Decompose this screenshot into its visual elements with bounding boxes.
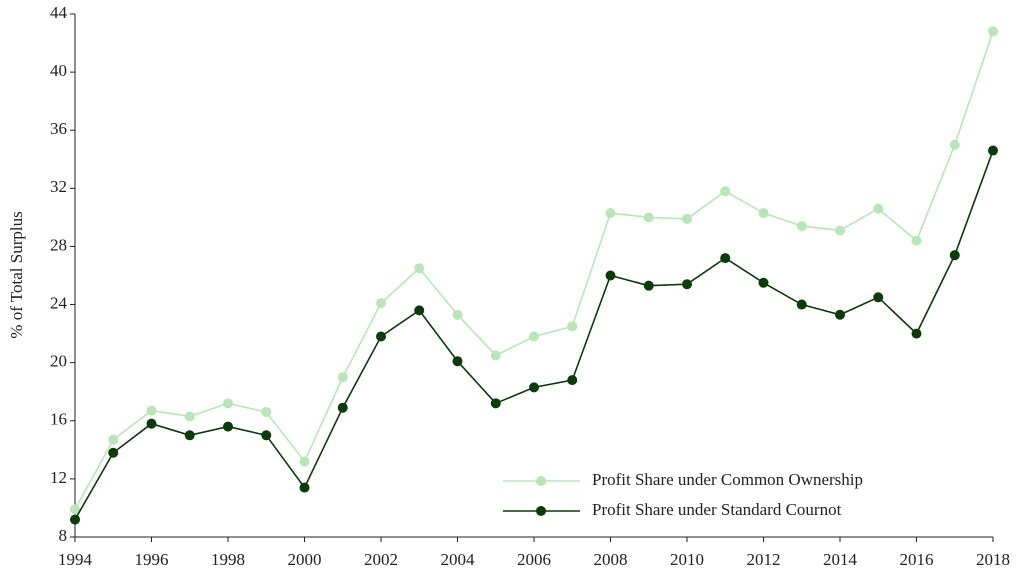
data-point [452, 356, 463, 367]
data-point [605, 270, 616, 281]
legend-label: Profit Share under Standard Cournot [592, 500, 842, 519]
data-point [911, 235, 922, 246]
x-tick-label: 2018 [976, 550, 1010, 569]
legend-marker [536, 506, 546, 516]
y-tick-label: 8 [59, 526, 68, 545]
data-point [490, 350, 501, 361]
data-point [682, 213, 692, 224]
data-point [949, 250, 960, 261]
data-point [949, 139, 960, 150]
x-tick-label: 2012 [747, 550, 781, 569]
y-tick-label: 36 [50, 119, 67, 138]
data-point [873, 203, 884, 214]
data-point [337, 372, 348, 383]
data-point [223, 398, 233, 409]
data-point [720, 253, 731, 264]
legend-marker [536, 476, 546, 486]
data-point [529, 382, 539, 393]
x-tick-label: 2006 [517, 550, 551, 569]
data-point [911, 328, 922, 339]
data-point [146, 405, 157, 416]
data-point [414, 263, 425, 274]
data-point [835, 225, 845, 236]
data-point [567, 375, 578, 386]
data-point [873, 292, 884, 303]
data-point [108, 447, 119, 458]
x-tick-label: 2016 [900, 550, 934, 569]
x-tick-label: 2002 [364, 550, 398, 569]
data-point [567, 321, 578, 332]
data-point [108, 434, 119, 445]
y-tick-label: 20 [50, 352, 67, 371]
data-point [146, 418, 157, 429]
data-point [70, 504, 80, 515]
data-point [414, 305, 425, 316]
data-point [261, 430, 272, 441]
x-tick-label: 2008 [594, 550, 628, 569]
data-point [376, 331, 386, 342]
y-axis-label: % of Total Surplus [7, 211, 26, 338]
data-point [490, 398, 501, 409]
series-line [74, 31, 994, 510]
y-tick-label: 28 [50, 235, 67, 254]
x-tick-label: 1994 [58, 550, 93, 569]
data-point [261, 407, 272, 418]
data-point [796, 221, 807, 232]
data-point [835, 309, 845, 320]
legend-label: Profit Share under Common Ownership [592, 470, 863, 489]
data-point [988, 26, 998, 37]
y-tick-label: 24 [50, 293, 68, 312]
y-tick-label: 12 [50, 468, 67, 487]
x-tick-label: 2000 [288, 550, 322, 569]
data-point [758, 277, 769, 288]
data-point [605, 208, 616, 219]
x-tick-label: 1998 [211, 550, 245, 569]
y-tick-label: 16 [50, 410, 67, 429]
data-point [337, 402, 348, 413]
data-point [184, 430, 195, 441]
data-point [452, 309, 463, 320]
x-tick-label: 2004 [441, 550, 476, 569]
y-tick-label: 32 [50, 177, 67, 196]
data-point [643, 280, 654, 291]
data-point [643, 212, 654, 223]
y-tick-label: 44 [50, 3, 68, 22]
data-point [758, 208, 769, 219]
data-point [529, 331, 539, 342]
data-point [184, 411, 195, 422]
x-tick-label: 1996 [135, 550, 169, 569]
x-tick-label: 2010 [670, 550, 704, 569]
data-point [988, 145, 998, 156]
data-point [299, 482, 310, 493]
y-tick-label: 40 [50, 61, 67, 80]
data-point [796, 299, 807, 310]
data-point [299, 456, 310, 467]
x-tick-label: 2014 [823, 550, 858, 569]
data-point [682, 279, 692, 290]
data-point [720, 186, 731, 197]
data-point [70, 514, 80, 525]
data-point [223, 421, 233, 432]
data-point [376, 298, 386, 309]
